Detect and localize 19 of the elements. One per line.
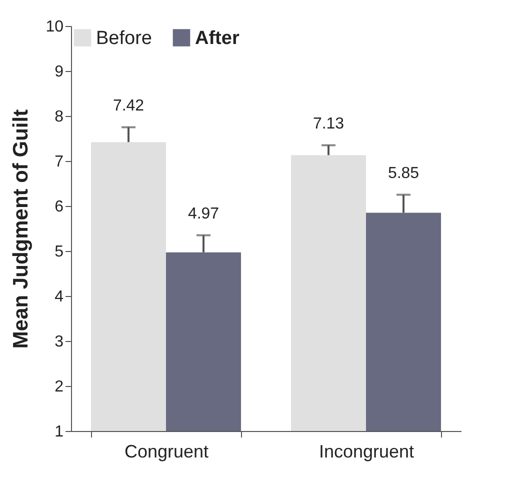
legend-label: After: [195, 28, 240, 49]
y-tick-label: 3: [54, 334, 64, 350]
data-label: 7.42: [112, 97, 144, 114]
legend-label: Before: [96, 28, 152, 49]
y-tick-label: 5: [54, 244, 64, 260]
y-tick-label: 10: [46, 18, 64, 36]
data-label: 7.13: [312, 115, 344, 132]
y-tick-label: 6: [54, 198, 64, 216]
y-axis-title: Mean Judgment of Guilt: [10, 109, 33, 349]
data-label: 4.97: [188, 205, 220, 222]
data-label: 5.85: [388, 164, 420, 182]
y-tick-label: 7: [54, 154, 64, 170]
y-tick-label: 1: [54, 424, 64, 440]
x-tick-label: Congruent: [124, 442, 209, 462]
y-tick-label: 2: [54, 378, 64, 396]
y-tick-label: 9: [54, 64, 64, 80]
x-tick-label: Incongruent: [318, 442, 414, 462]
y-tick-label: 4: [54, 288, 64, 306]
y-tick-label: 8: [54, 108, 64, 126]
